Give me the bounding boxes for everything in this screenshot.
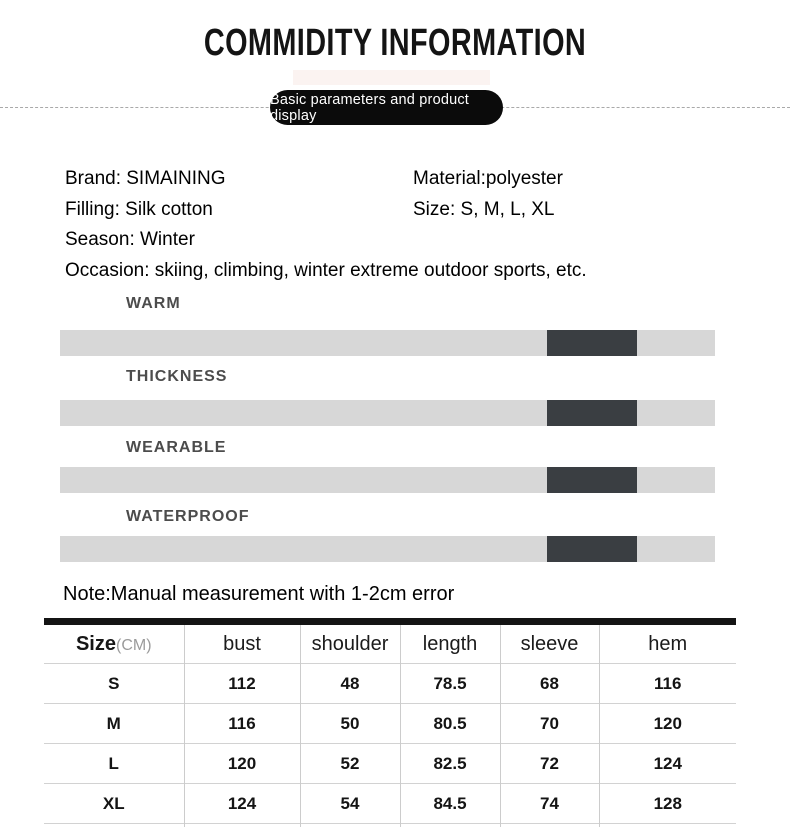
detail-line: Season: Winter <box>65 225 765 256</box>
attribute-track <box>60 400 715 426</box>
hem-cell: 120 <box>598 703 736 744</box>
attribute-level-indicator <box>547 536 638 562</box>
shoulder-cell: 50 <box>299 703 400 744</box>
attribute-track <box>60 467 715 493</box>
sleeve-cell: 72 <box>499 743 599 784</box>
column-header-hem: hem <box>598 621 736 664</box>
attribute-level-indicator <box>547 467 638 493</box>
detail-line: Brand: SIMAINING Material:polyester <box>65 164 765 195</box>
shoulder-cell: 54 <box>299 783 400 824</box>
column-header-bust: bust <box>183 621 300 664</box>
table-row-s: S 112 48 78.5 68 116 <box>44 663 736 704</box>
size-cell: S <box>44 663 184 704</box>
size-cell: M <box>44 703 184 744</box>
length-cell: 84.5 <box>399 783 500 824</box>
attribute-track <box>60 536 715 562</box>
bust-cell: 124 <box>183 783 300 824</box>
bust-cell: 120 <box>183 743 300 784</box>
sleeve-cell: 70 <box>499 703 599 744</box>
size-cell: XL <box>44 783 184 824</box>
measurement-note: Note:Manual measurement with 1-2cm error <box>63 583 455 605</box>
hem-cell: 124 <box>598 743 736 784</box>
size-header-unit: (CM) <box>115 636 152 654</box>
table-header-row: Size(CM) bust shoulder length sleeve hem <box>44 621 736 664</box>
hem-cell: 116 <box>598 663 736 704</box>
attribute-track <box>60 330 715 356</box>
length-cell: 78.5 <box>399 663 500 704</box>
sleeve-cell: 68 <box>499 663 599 704</box>
shoulder-cell: 48 <box>299 663 400 704</box>
length-cell: 80.5 <box>399 703 500 744</box>
size-cell: L <box>44 743 184 784</box>
attribute-label-thickness: THICKNESS <box>126 368 228 385</box>
detail-brand: Brand: SIMAINING <box>65 168 226 190</box>
attribute-label-warm: WARM <box>126 295 181 312</box>
attribute-label-waterproof: WATERPROOF <box>126 508 250 525</box>
detail-line: Filling: Silk cotton Size: S, M, L, XL <box>65 195 765 226</box>
detail-line: Occasion: skiing, climbing, winter extre… <box>65 256 765 287</box>
attribute-label-wearable: WEARABLE <box>126 439 227 456</box>
size-header-label: Size <box>75 632 116 655</box>
detail-season: Season: Winter <box>65 229 195 251</box>
detail-occasion: Occasion: skiing, climbing, winter extre… <box>65 259 587 281</box>
column-header-sleeve: sleeve <box>499 621 599 664</box>
length-cell: 82.5 <box>399 743 500 784</box>
detail-size: Size: S, M, L, XL <box>413 198 555 220</box>
bust-cell: 112 <box>183 663 300 704</box>
detail-material: Material:polyester <box>413 168 563 190</box>
hem-cell: 128 <box>598 783 736 824</box>
section-badge: Basic parameters and product display <box>270 90 503 125</box>
detail-filling: Filling: Silk cotton <box>65 198 213 220</box>
attribute-level-indicator <box>547 400 638 426</box>
table-row-m: M 116 50 80.5 70 120 <box>44 703 736 744</box>
page-title: COMMIDITY INFORMATION <box>203 22 587 64</box>
size-chart-table: Size(CM) bust shoulder length sleeve hem… <box>44 618 736 827</box>
bust-cell: 116 <box>183 703 300 744</box>
title-highlight-bar <box>293 70 490 85</box>
column-header-size: Size(CM) <box>44 622 184 664</box>
sleeve-cell: 74 <box>499 783 599 824</box>
attribute-level-indicator <box>547 330 638 356</box>
table-row-l: L 120 52 82.5 72 124 <box>44 743 736 784</box>
shoulder-cell: 52 <box>299 743 400 784</box>
table-row-xl: XL 124 54 84.5 74 128 <box>44 783 736 824</box>
column-header-length: length <box>399 621 500 664</box>
product-details: Brand: SIMAINING Material:polyester Fill… <box>65 164 765 286</box>
column-header-shoulder: shoulder <box>299 621 400 664</box>
table-cutoff-row <box>44 823 736 827</box>
